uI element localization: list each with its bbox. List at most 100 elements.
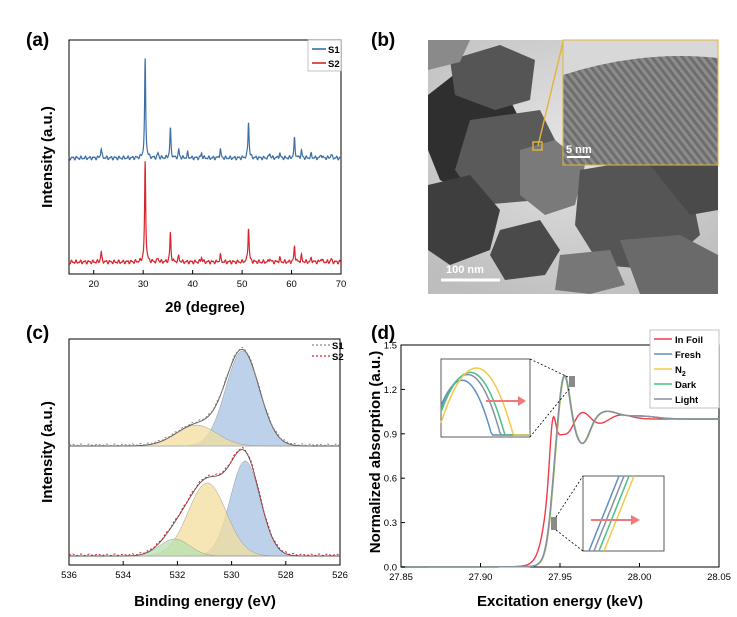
panel-a-xlabel: 2θ (degree) [165, 299, 245, 316]
legend-infoil: In Foil [675, 335, 703, 346]
xrd-trace-s1 [68, 58, 342, 161]
panel-c-ylabel: Intensity (a.u.) [39, 401, 56, 503]
panel-b: (b) 5 nm [371, 30, 719, 294]
panel-a-x-tick-label: 40 [187, 279, 198, 290]
panel-a-traces [68, 58, 342, 265]
inset-peak-frame [440, 358, 531, 438]
panel-a-legend-s1: S1 [328, 45, 340, 56]
inset-edge-traces [588, 475, 635, 552]
panel-d-ylabel: Normalized absorption (a.u.) [367, 351, 384, 554]
inset-edge-trace-fresh [588, 475, 620, 552]
panel-d-traces [401, 374, 719, 568]
tem-particle [650, 150, 718, 215]
inset-peak-connector [529, 387, 571, 438]
inset-edge-arrow-head [631, 515, 640, 525]
xps-s2-envelope [69, 449, 340, 557]
tem-particle [428, 40, 470, 70]
tem-main-scalebar-label: 100 nm [446, 264, 484, 276]
panel-a-ylabel: Intensity (a.u.) [39, 106, 56, 208]
panel-d-y-tick-label: 0.9 [384, 429, 397, 440]
tem-particle [428, 175, 500, 265]
panel-a-label: (a) [26, 30, 49, 51]
panel-d-y-ticks: 0.0 0.3 0.6 0.9 1.2 1.5 [384, 341, 405, 574]
panel-c-label: (c) [26, 323, 49, 344]
panel-a: (a) 20 30 40 50 60 70 2θ (degree) Intensity (… [26, 30, 346, 316]
inset-peak-trace-n2 [440, 367, 530, 436]
inset-edge-connector [555, 529, 584, 552]
panel-d: (d) 27.85 27.90 27.95 28.00 28.05 0.00.30.60… [367, 323, 731, 610]
inset-peak-traces [440, 367, 530, 436]
panel-d-x-tick-label: 27.85 [389, 572, 413, 583]
panel-d-y-tick-label: 0.6 [384, 474, 397, 485]
inset-edge-marker [551, 517, 557, 530]
panel-d-y-tick-label: 1.5 [384, 341, 397, 352]
panel-a-x-tick-label: 60 [286, 279, 297, 290]
xps-s1-envelope [69, 348, 340, 447]
panel-c: (c) 536 534 532 530 528 526 Binding energy (e… [26, 323, 348, 610]
xps-s2-component-1 [69, 482, 340, 557]
xanes-trace-light [401, 374, 719, 568]
panel-b-label: (b) [371, 30, 395, 51]
tem-particle [450, 45, 535, 110]
panel-d-insets [440, 358, 665, 552]
panel-c-frame [68, 338, 341, 566]
panel-c-x-tick-label: 526 [332, 570, 348, 581]
panel-c-xlabel: Binding energy (eV) [134, 593, 276, 610]
tem-image: 5 nm 100 nm [428, 39, 719, 294]
xps-s1-data [68, 346, 341, 447]
panel-d-x-ticks: 27.85 27.90 27.95 28.00 28.05 [389, 563, 731, 583]
tem-particle [555, 250, 625, 294]
panel-a-x-tick-label: 30 [138, 279, 149, 290]
legend-n2: N2 [675, 365, 686, 378]
panel-c-x-tick-label: 532 [169, 570, 185, 581]
inset-edge-trace-light [593, 475, 625, 552]
inset-edge-frame [582, 475, 665, 552]
panel-d-x-tick-label: 28.00 [628, 572, 652, 583]
panel-c-legend: S1 S2 [312, 341, 344, 363]
panel-d-xlabel: Excitation energy (keV) [477, 593, 643, 610]
panel-a-x-tick-label: 50 [237, 279, 248, 290]
legend-dark: Dark [675, 380, 697, 391]
panel-d-y-tick-label: 0.3 [384, 518, 397, 529]
panel-c-legend-s1: S1 [332, 341, 344, 352]
xps-s1-component-1 [69, 424, 340, 447]
legend-n2-main: N [675, 365, 682, 376]
panel-c-x-tick-label: 528 [278, 570, 294, 581]
inset-edge-trace-n2 [603, 475, 635, 552]
panel-d-y-tick-label: 0.0 [384, 563, 397, 574]
panel-d-x-tick-label: 27.95 [548, 572, 572, 583]
tem-inset-scalebar-label: 5 nm [566, 144, 592, 156]
tem-zoom-line [537, 41, 564, 147]
panel-d-x-tick-label: 28.05 [707, 572, 731, 583]
panel-d-legend: In Foil Fresh N2 Dark Light [649, 329, 720, 409]
inset-peak-connector [529, 358, 571, 379]
legend-fresh: Fresh [675, 350, 701, 361]
inset-edge-trace-dark [598, 475, 630, 552]
inset-peak-arrow-head [518, 396, 526, 406]
panel-c-components [68, 346, 341, 557]
tem-zoom-box [532, 141, 543, 151]
legend-n2-subscript: 2 [682, 371, 686, 378]
panel-d-x-tick-label: 27.90 [469, 572, 493, 583]
tem-particles [428, 40, 718, 294]
panel-c-legend-s2: S2 [332, 352, 344, 363]
panel-c-x-ticks: 536 534 532 530 528 526 [61, 561, 348, 581]
panel-d-y-tick-label: 1.2 [384, 385, 397, 396]
legend-light: Light [675, 395, 699, 406]
panel-a-legend-s2: S2 [328, 59, 340, 70]
panel-c-x-tick-label: 534 [115, 570, 131, 581]
inset-peak-marker [569, 376, 575, 387]
panel-a-x-tick-label: 70 [336, 279, 347, 290]
tem-particle [490, 220, 560, 280]
inset-edge-connector [555, 475, 584, 518]
tem-inset-edge [563, 40, 718, 75]
panel-a-legend-box [307, 39, 342, 72]
xrd-trace-s2 [68, 161, 342, 265]
panel-c-x-tick-label: 530 [224, 570, 240, 581]
panel-a-x-ticks: 20 30 40 50 60 70 [88, 270, 346, 290]
panel-d-label: (d) [371, 323, 395, 344]
tem-particle [620, 235, 718, 294]
xps-s2-data [68, 446, 341, 557]
panel-a-legend: S1 S2 [307, 39, 342, 72]
